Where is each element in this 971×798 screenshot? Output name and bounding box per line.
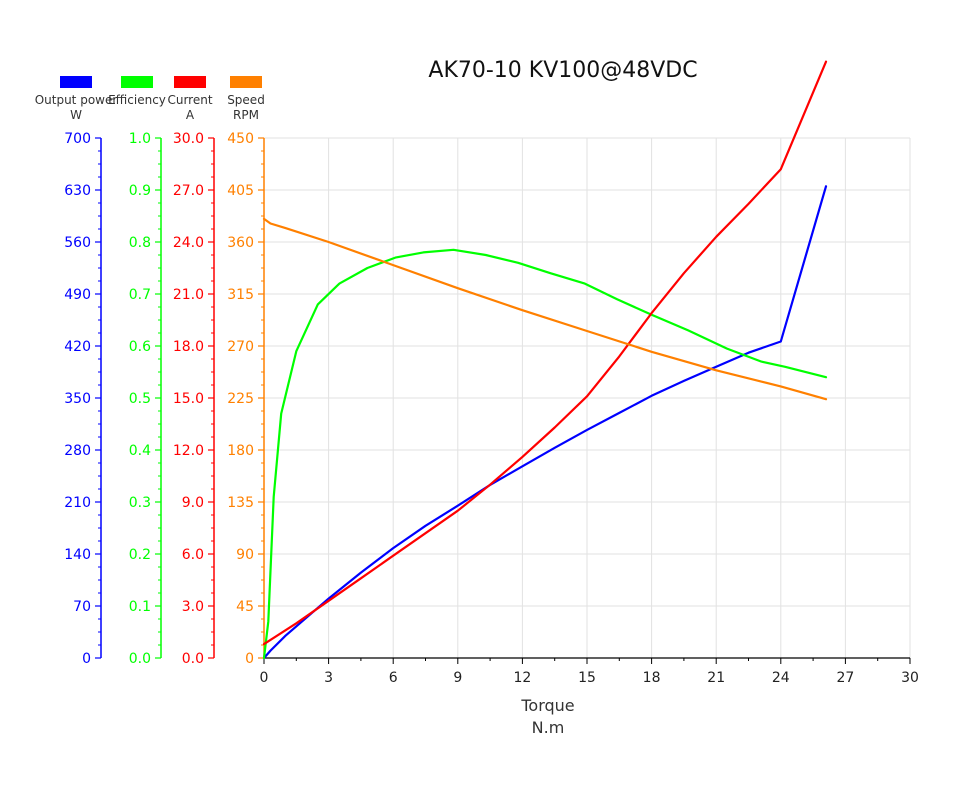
gridlines <box>264 137 911 658</box>
speed-line <box>262 217 828 401</box>
current-legend-label: Current <box>167 93 212 107</box>
output-power-legend-unit: W <box>70 108 82 122</box>
output-power-tick-label: 350 <box>64 391 91 407</box>
speed-tick-label: 45 <box>236 599 254 615</box>
x-tick-label: 27 <box>836 670 854 686</box>
efficiency-legend-swatch <box>121 76 153 88</box>
output-power-tick-label: 0 <box>82 651 91 667</box>
x-axis-title: Torque <box>520 696 574 715</box>
x-tick-label: 0 <box>260 670 269 686</box>
output-power-tick-label: 210 <box>64 495 91 511</box>
current-tick-label: 24.0 <box>173 235 204 251</box>
speed-tick-label: 135 <box>227 495 254 511</box>
current-tick-label: 30.0 <box>173 131 204 147</box>
current-line <box>262 60 828 646</box>
output-power-tick-label: 490 <box>64 287 91 303</box>
current-tick-label: 0.0 <box>182 651 204 667</box>
x-tick-label: 12 <box>513 670 531 686</box>
output-power-tick-label: 420 <box>64 339 91 355</box>
x-tick-label: 18 <box>643 670 661 686</box>
efficiency-tick-label: 0.3 <box>129 495 151 511</box>
speed-tick-label: 450 <box>227 131 254 147</box>
current-tick-label: 27.0 <box>173 183 204 199</box>
current-tick-label: 6.0 <box>182 547 204 563</box>
current-legend-unit: A <box>186 108 195 122</box>
speed-tick-label: 270 <box>227 339 254 355</box>
x-tick-label: 15 <box>578 670 596 686</box>
speed-tick-label: 405 <box>227 183 254 199</box>
x-axis-unit: N.m <box>532 718 565 737</box>
efficiency-tick-label: 1.0 <box>129 131 151 147</box>
efficiency-tick-label: 0.0 <box>129 651 151 667</box>
output-power-tick-label: 630 <box>64 183 91 199</box>
x-tick-label: 24 <box>772 670 790 686</box>
current-tick-label: 9.0 <box>182 495 204 511</box>
y-axes: 0 70 140 210 280 350 420 490 560 630 700 0.0 0.1 0.2 0… <box>64 131 265 667</box>
output-power-tick-label: 700 <box>64 131 91 147</box>
series-lines <box>262 60 828 660</box>
output-power-tick-label: 560 <box>64 235 91 251</box>
efficiency-tick-label: 0.9 <box>129 183 151 199</box>
speed-tick-label: 225 <box>227 391 254 407</box>
x-tick-label: 21 <box>707 670 725 686</box>
output-power-legend-label: Output power <box>35 93 118 107</box>
speed-tick-label: 180 <box>227 443 254 459</box>
efficiency-tick-label: 0.8 <box>129 235 151 251</box>
speed-tick-label: 90 <box>236 547 254 563</box>
output-power-tick-label: 70 <box>73 599 91 615</box>
efficiency-tick-label: 0.4 <box>129 443 151 459</box>
x-tick-label: 6 <box>389 670 398 686</box>
efficiency-tick-label: 0.2 <box>129 547 151 563</box>
output-power-tick-label: 140 <box>64 547 91 563</box>
current-tick-label: 3.0 <box>182 599 204 615</box>
x-tick-label: 9 <box>453 670 462 686</box>
speed-legend-unit: RPM <box>233 108 259 122</box>
efficiency-tick-label: 0.5 <box>129 391 151 407</box>
efficiency-tick-label: 0.6 <box>129 339 151 355</box>
current-tick-label: 15.0 <box>173 391 204 407</box>
current-tick-label: 21.0 <box>173 287 204 303</box>
x-tick-label: 30 <box>901 670 919 686</box>
speed-legend-swatch <box>230 76 262 88</box>
speed-tick-label: 360 <box>227 235 254 251</box>
efficiency-tick-label: 0.7 <box>129 287 151 303</box>
x-axis: 0 3 6 9 12 15 18 21 24 27 30 <box>260 657 919 686</box>
speed-tick-label: 0 <box>245 651 254 667</box>
current-tick-label: 12.0 <box>173 443 204 459</box>
x-tick-label: 3 <box>324 670 333 686</box>
chart-title: AK70-10 KV100@48VDC <box>428 58 697 83</box>
speed-tick-label: 315 <box>227 287 254 303</box>
efficiency-line <box>262 248 828 660</box>
output-power-tick-label: 280 <box>64 443 91 459</box>
speed-legend-label: Speed <box>227 93 265 107</box>
output-power-legend-swatch <box>60 76 92 88</box>
current-tick-label: 18.0 <box>173 339 204 355</box>
efficiency-legend-label: Efficiency <box>108 93 166 107</box>
efficiency-tick-label: 0.1 <box>129 599 151 615</box>
current-legend-swatch <box>174 76 206 88</box>
